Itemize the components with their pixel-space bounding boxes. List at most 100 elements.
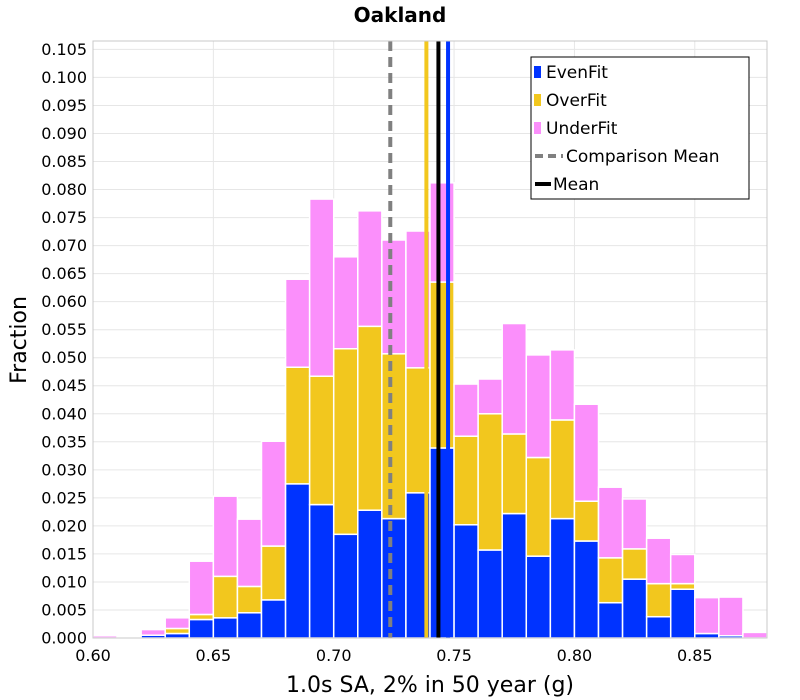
bar-evenfit	[525, 555, 552, 639]
bar-overfit	[357, 325, 383, 511]
bar-overfit	[236, 585, 263, 614]
bar-evenfit	[332, 533, 359, 639]
bar-evenfit	[284, 483, 311, 639]
y-tick-label: 0.100	[41, 68, 87, 87]
bar-underfit	[718, 596, 744, 637]
legend-label: OverFit	[546, 91, 607, 111]
y-tick-label: 0.030	[41, 460, 87, 479]
bar-underfit	[212, 495, 239, 578]
bar-underfit	[501, 322, 528, 435]
legend-swatch	[534, 122, 541, 134]
bar-overfit	[188, 613, 215, 621]
stacked-bars	[92, 182, 768, 639]
x-tick-label: 0.80	[557, 646, 593, 665]
bar-overfit	[164, 627, 191, 635]
x-tick-label: 0.60	[75, 646, 111, 665]
bar-evenfit	[597, 601, 624, 639]
chart-title: Oakland	[354, 3, 447, 27]
x-tick-label: 0.85	[677, 646, 713, 665]
bar-underfit	[164, 617, 191, 630]
y-tick-label: 0.075	[41, 208, 87, 227]
bar-underfit	[381, 239, 407, 355]
y-tick-label: 0.065	[41, 264, 87, 283]
y-tick-label: 0.085	[41, 152, 87, 171]
bar-underfit	[645, 537, 672, 585]
bar-underfit	[621, 498, 648, 550]
bar-underfit	[357, 210, 383, 328]
bar-underfit	[429, 182, 455, 283]
x-axis-label: 1.0s SA, 2% in 50 year (g)	[286, 673, 574, 698]
bar-evenfit	[381, 517, 407, 639]
bar-overfit	[332, 347, 359, 536]
bar-evenfit	[429, 447, 455, 639]
x-axis-ticks: 0.60 0.65 0.70 0.75 0.80 0.85	[75, 646, 712, 665]
y-tick-label: 0.060	[41, 292, 87, 311]
y-axis-ticks: 0.000 0.005 0.010 0.015 0.020 0.025 0.030 0.035…	[41, 40, 87, 648]
x-tick-label: 0.65	[196, 646, 232, 665]
legend-box	[530, 56, 750, 200]
y-tick-label: 0.080	[41, 180, 87, 199]
bar-overfit	[525, 456, 552, 557]
legend-label: UnderFit	[546, 119, 618, 139]
bar-overfit	[284, 366, 311, 485]
bar-evenfit	[236, 612, 263, 639]
bar-evenfit	[357, 509, 383, 639]
y-axis-label: Fraction	[7, 296, 32, 384]
bar-overfit	[308, 375, 335, 506]
y-tick-label: 0.015	[41, 544, 87, 563]
y-tick-label: 0.095	[41, 96, 87, 115]
y-tick-label: 0.050	[41, 348, 87, 367]
y-tick-label: 0.090	[41, 124, 87, 143]
bar-underfit	[573, 403, 600, 502]
bar-evenfit	[621, 578, 648, 639]
bar-underfit	[742, 631, 768, 639]
bar-overfit	[669, 582, 696, 590]
bar-underfit	[332, 256, 359, 350]
bar-underfit	[140, 628, 166, 636]
bar-underfit	[477, 378, 503, 415]
bar-overfit	[429, 281, 455, 449]
bar-evenfit	[453, 524, 479, 639]
bar-evenfit	[477, 549, 503, 639]
y-tick-label: 0.020	[41, 516, 87, 535]
bar-overfit	[549, 419, 576, 520]
y-tick-label: 0.055	[41, 320, 87, 339]
bar-underfit	[694, 596, 720, 635]
x-tick-label: 0.70	[316, 646, 352, 665]
legend-swatch	[534, 94, 541, 106]
y-tick-label: 0.000	[41, 629, 87, 648]
y-tick-label: 0.005	[41, 600, 87, 619]
legend-label: Mean	[553, 175, 599, 195]
x-tick-label: 0.75	[436, 646, 472, 665]
bar-underfit	[188, 560, 215, 616]
bar-overfit	[621, 548, 648, 580]
plot-frame	[92, 40, 768, 639]
bar-underfit	[453, 383, 479, 437]
bar-overfit	[212, 575, 239, 619]
bar-overfit	[573, 500, 600, 542]
legend: EvenFit OverFit UnderFit Comparison Mean Mea…	[530, 56, 750, 200]
bar-underfit	[260, 440, 287, 547]
bar-underfit	[549, 349, 576, 421]
bar-evenfit	[212, 617, 239, 639]
y-tick-label: 0.010	[41, 572, 87, 591]
y-tick-label: 0.025	[41, 488, 87, 507]
legend-swatch	[534, 66, 541, 78]
bar-underfit	[308, 198, 335, 377]
y-tick-label: 0.070	[41, 236, 87, 255]
bar-underfit	[597, 486, 624, 559]
bar-underfit	[669, 553, 696, 585]
y-tick-label: 0.105	[41, 40, 87, 59]
y-tick-label: 0.045	[41, 376, 87, 395]
bar-evenfit	[669, 588, 696, 639]
bar-underfit	[284, 278, 311, 368]
bar-overfit	[381, 353, 407, 520]
legend-label: Comparison Mean	[566, 147, 720, 167]
bar-evenfit	[308, 503, 335, 639]
bar-overfit	[453, 435, 479, 526]
bar-underfit	[525, 354, 552, 459]
bar-underfit	[236, 518, 263, 588]
bar-evenfit	[188, 618, 215, 639]
bar-overfit	[260, 545, 287, 601]
